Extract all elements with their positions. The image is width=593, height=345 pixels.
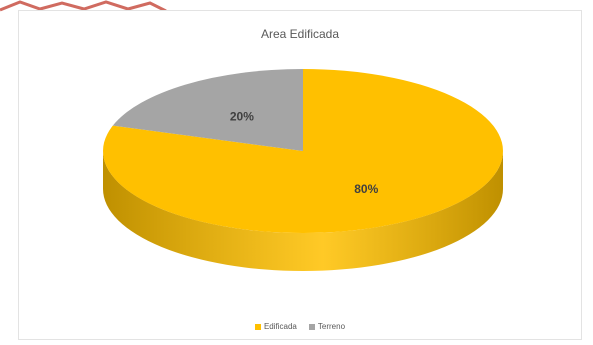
legend-item-edificada: Edificada xyxy=(254,322,297,331)
legend-label-edificada: Edificada xyxy=(263,322,297,331)
chart-area: Area Edificada 80% 20% Edificada Terreno xyxy=(18,10,582,340)
legend-label-terreno: Terreno xyxy=(317,322,346,331)
legend-swatch-terreno xyxy=(308,323,315,330)
data-label-edificada: 80% xyxy=(354,182,378,196)
legend-item-terreno: Terreno xyxy=(308,322,346,331)
chart-title: Area Edificada xyxy=(260,27,340,41)
pie-chart: 80% 20% xyxy=(103,69,503,271)
cropped-logo-fragment xyxy=(0,0,170,14)
pie-slice-terreno xyxy=(112,69,303,151)
data-label-terreno: 20% xyxy=(230,110,254,124)
pie-side-edificada xyxy=(103,151,503,271)
chart-legend: Edificada Terreno xyxy=(19,322,581,331)
legend-swatch-edificada xyxy=(254,323,261,330)
